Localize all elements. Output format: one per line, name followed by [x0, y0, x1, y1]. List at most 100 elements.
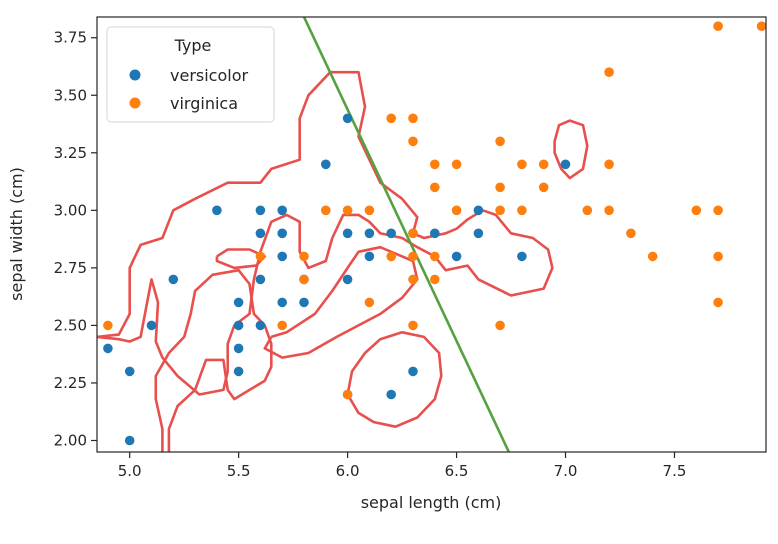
point-virginica: [495, 320, 505, 331]
legend-label-versicolor: versicolor: [170, 66, 248, 85]
decision-line: [302, 17, 511, 452]
point-virginica: [517, 159, 527, 170]
x-axis: 5.0 5.5 6.0 6.5 7.0 7.5: [118, 452, 687, 480]
point-virginica: [408, 113, 418, 124]
point-virginica: [430, 159, 440, 170]
point-versicolor: [473, 228, 484, 239]
y-axis: 2.00 2.25 2.50 2.75 3.00 3.25 3.50 3.75: [54, 29, 97, 449]
point-virginica: [386, 251, 397, 262]
point-virginica: [386, 113, 397, 124]
point-versicolor: [430, 228, 440, 239]
point-versicolor: [473, 205, 484, 216]
point-versicolor: [255, 205, 266, 216]
y-tick-label: 3.00: [54, 201, 87, 219]
point-virginica: [538, 182, 549, 193]
point-virginica: [321, 205, 331, 216]
y-tick-label: 3.25: [54, 144, 87, 162]
point-versicolor: [277, 297, 288, 308]
point-virginica: [408, 320, 418, 331]
point-virginica: [691, 205, 702, 216]
y-tick-label: 2.75: [54, 259, 87, 277]
point-versicolor: [233, 320, 244, 331]
point-versicolor: [233, 366, 244, 377]
point-versicolor: [277, 251, 288, 262]
point-virginica: [299, 274, 309, 285]
point-virginica: [299, 251, 309, 262]
y-tick-label: 2.00: [54, 431, 87, 449]
point-versicolor: [124, 435, 135, 446]
point-virginica: [408, 136, 418, 147]
point-versicolor: [103, 343, 113, 354]
point-versicolor: [255, 320, 266, 331]
point-virginica: [451, 205, 462, 216]
x-tick-label: 5.0: [118, 462, 142, 480]
legend-title: Type: [174, 36, 212, 55]
point-versicolor: [255, 274, 266, 285]
x-tick-label: 7.5: [663, 462, 687, 480]
legend-label-virginica: virginica: [170, 94, 238, 113]
point-virginica: [517, 205, 527, 216]
point-versicolor: [342, 113, 353, 124]
legend-box: [106, 26, 275, 123]
point-virginica: [364, 205, 375, 216]
point-virginica: [495, 182, 505, 193]
point-versicolor: [560, 159, 571, 170]
point-versicolor: [124, 366, 135, 377]
point-versicolor: [364, 251, 375, 262]
point-versicolor: [386, 228, 397, 239]
contour-line: [97, 70, 554, 396]
point-virginica: [713, 205, 723, 216]
point-virginica: [538, 159, 549, 170]
y-tick-label: 3.75: [54, 29, 87, 47]
point-versicolor: [342, 228, 353, 239]
legend: Type versicolor virginica: [106, 26, 275, 123]
point-versicolor: [255, 228, 266, 239]
point-virginica: [255, 251, 266, 262]
points-layer: [103, 21, 766, 446]
point-virginica: [430, 251, 440, 262]
legend-marker-versicolor: [129, 69, 141, 81]
y-tick-label: 2.25: [54, 374, 87, 392]
x-tick-label: 6.5: [445, 462, 469, 480]
point-versicolor: [277, 205, 288, 216]
decision-line-layer: [302, 17, 511, 452]
point-virginica: [342, 389, 353, 400]
point-versicolor: [517, 251, 527, 262]
point-virginica: [342, 205, 353, 216]
point-virginica: [604, 205, 614, 216]
contour-line: [346, 331, 443, 428]
point-virginica: [451, 159, 462, 170]
point-versicolor: [364, 228, 375, 239]
y-tick-label: 2.50: [54, 316, 87, 334]
point-virginica: [756, 21, 766, 31]
point-versicolor: [386, 389, 397, 400]
point-versicolor: [321, 159, 331, 170]
legend-marker-virginica: [129, 97, 141, 109]
point-versicolor: [408, 366, 418, 377]
point-versicolor: [451, 251, 462, 262]
x-tick-label: 7.0: [554, 462, 578, 480]
point-virginica: [647, 251, 658, 262]
point-virginica: [430, 182, 440, 193]
plot-frame: [96, 16, 767, 453]
point-versicolor: [277, 228, 288, 239]
point-versicolor: [212, 205, 222, 216]
y-axis-label: sepal width (cm): [7, 167, 26, 301]
point-virginica: [626, 228, 636, 239]
point-versicolor: [299, 297, 309, 308]
point-virginica: [408, 228, 418, 239]
point-virginica: [430, 274, 440, 285]
point-virginica: [408, 251, 418, 262]
contour-line: [553, 119, 589, 180]
point-virginica: [364, 297, 375, 308]
point-virginica: [408, 274, 418, 285]
point-versicolor: [146, 320, 157, 331]
point-virginica: [495, 205, 505, 216]
point-virginica: [604, 159, 614, 170]
point-versicolor: [233, 297, 244, 308]
point-versicolor: [233, 343, 244, 354]
x-tick-label: 6.0: [336, 462, 360, 480]
point-virginica: [495, 136, 505, 147]
point-virginica: [582, 205, 593, 216]
